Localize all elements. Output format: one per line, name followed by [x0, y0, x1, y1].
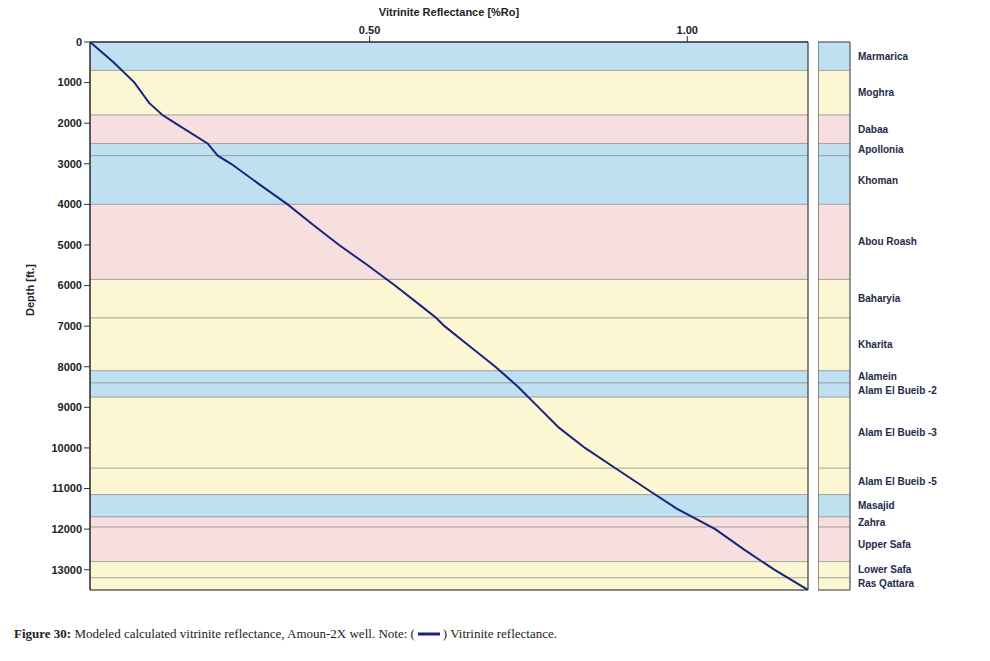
svg-text:Marmarica: Marmarica: [858, 51, 908, 62]
svg-text:Abou Roash: Abou Roash: [858, 236, 917, 247]
svg-text:Lower Safa: Lower Safa: [858, 564, 912, 575]
svg-text:Alam El Bueib -5: Alam El Bueib -5: [858, 476, 937, 487]
svg-text:Ras Qattara: Ras Qattara: [858, 578, 915, 589]
svg-text:Zahra: Zahra: [858, 517, 886, 528]
svg-text:1000: 1000: [58, 76, 82, 88]
svg-text:Upper Safa: Upper Safa: [858, 539, 911, 550]
svg-text:Masajid: Masajid: [858, 500, 895, 511]
svg-text:8000: 8000: [58, 361, 82, 373]
svg-text:Depth [ft.]: Depth [ft.]: [24, 264, 36, 316]
svg-text:Moghra: Moghra: [858, 87, 895, 98]
svg-text:Baharyia: Baharyia: [858, 293, 901, 304]
svg-text:Dabaa: Dabaa: [858, 124, 888, 135]
svg-text:12000: 12000: [51, 523, 82, 535]
svg-text:Khoman: Khoman: [858, 175, 898, 186]
svg-text:Alam El Bueib -2: Alam El Bueib -2: [858, 385, 937, 396]
svg-text:7000: 7000: [58, 320, 82, 332]
svg-text:Alam El Bueib -3: Alam El Bueib -3: [858, 427, 937, 438]
svg-text:Vitrinite Reflectance [%Ro]: Vitrinite Reflectance [%Ro]: [379, 6, 520, 18]
svg-text:1.00: 1.00: [677, 24, 698, 36]
html-text:) Vitrinite reflectance.: ) Vitrinite reflectance.: [442, 626, 557, 641]
html-text:Figure 30: Modeled calculated: Figure 30: Modeled calculated vitrinite …: [14, 626, 415, 641]
svg-text:6000: 6000: [58, 279, 82, 291]
svg-text:2000: 2000: [58, 117, 82, 129]
svg-text:Kharita: Kharita: [858, 339, 893, 350]
svg-text:10000: 10000: [51, 442, 82, 454]
svg-text:11000: 11000: [52, 482, 82, 494]
svg-text:3000: 3000: [58, 158, 82, 170]
svg-text:4000: 4000: [58, 198, 82, 210]
svg-text:13000: 13000: [51, 564, 82, 576]
svg-text:0: 0: [76, 36, 82, 48]
svg-text:9000: 9000: [58, 401, 82, 413]
svg-text:5000: 5000: [58, 239, 82, 251]
svg-text:Apollonia: Apollonia: [858, 144, 904, 155]
svg-text:0.50: 0.50: [359, 24, 380, 36]
svg-text:Alamein: Alamein: [858, 371, 897, 382]
